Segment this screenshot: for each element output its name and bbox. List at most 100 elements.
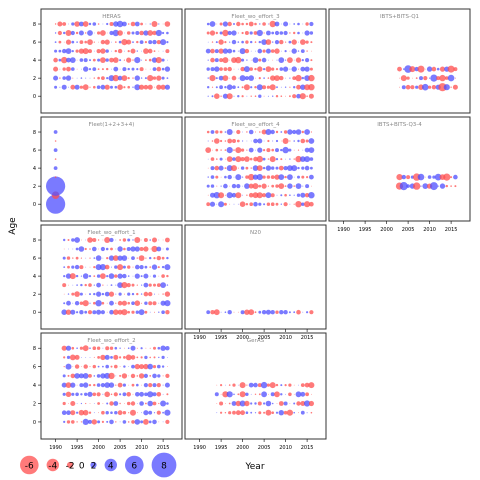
bubble — [300, 49, 305, 53]
bubble — [270, 175, 275, 180]
bubble — [139, 391, 145, 397]
bubble — [110, 393, 113, 396]
bubble — [104, 84, 110, 90]
bubble — [246, 59, 248, 61]
x-tick-label: 2005 — [114, 445, 127, 451]
bubble — [144, 310, 148, 314]
bubble — [293, 140, 296, 142]
bubble — [210, 57, 215, 63]
bubble — [130, 246, 136, 252]
bubble — [140, 347, 143, 350]
bubble — [207, 176, 209, 178]
bubble — [143, 246, 149, 252]
bubble — [158, 311, 160, 313]
bubble — [78, 48, 84, 54]
bubble — [209, 30, 216, 36]
bubble — [100, 354, 106, 361]
bubble — [207, 77, 209, 79]
bubble — [269, 382, 276, 389]
bubble — [216, 185, 218, 187]
bubble — [101, 301, 105, 305]
bubble — [289, 32, 291, 34]
bubble — [54, 176, 57, 178]
bubble — [71, 40, 75, 44]
bubble — [67, 239, 70, 241]
bubble — [158, 402, 160, 405]
bubble — [275, 139, 279, 143]
bubble — [214, 58, 219, 63]
bubble — [289, 68, 291, 70]
bubble — [97, 58, 101, 62]
bubble — [214, 49, 219, 54]
bubble — [231, 401, 237, 406]
bubble — [250, 411, 253, 414]
bubble — [102, 284, 104, 286]
bubble — [128, 412, 130, 414]
bubble — [261, 310, 267, 315]
bubble — [69, 273, 76, 280]
bubble — [160, 282, 167, 288]
bubble — [241, 148, 245, 152]
bubble — [453, 67, 458, 72]
bubble — [123, 293, 125, 295]
bubble — [431, 66, 437, 72]
bubble — [293, 149, 295, 151]
bubble — [66, 57, 71, 63]
bubble — [297, 166, 300, 170]
bubble — [270, 202, 275, 206]
bubble — [289, 77, 291, 79]
legend-label: 4 — [108, 462, 114, 472]
bubble — [216, 412, 218, 414]
bubble — [244, 183, 250, 189]
bubble — [206, 184, 210, 188]
bubble — [62, 76, 66, 80]
bubble — [128, 384, 130, 386]
bubble — [97, 365, 100, 368]
bubble — [229, 59, 231, 61]
bubble — [401, 85, 406, 90]
bubble — [271, 184, 275, 188]
bubble — [226, 156, 233, 163]
bubble — [82, 373, 89, 379]
bubble — [136, 284, 138, 286]
bubble — [249, 202, 253, 206]
bubble — [91, 419, 98, 425]
bubble — [248, 21, 254, 27]
bubble — [280, 148, 283, 152]
bubble — [100, 383, 105, 388]
bubble — [141, 302, 143, 304]
bubble — [215, 148, 219, 152]
bubble — [110, 284, 113, 286]
bubble — [302, 185, 304, 187]
bubble — [205, 147, 212, 154]
bubble — [256, 165, 263, 172]
x-tick-label: 1995 — [215, 335, 228, 341]
bubble — [160, 39, 167, 46]
bubble — [237, 384, 239, 386]
bubble — [130, 21, 136, 27]
bubble — [309, 157, 314, 161]
bubble — [78, 409, 85, 416]
bubble — [298, 41, 299, 43]
legend-bubble — [104, 458, 118, 472]
bubble — [102, 403, 104, 404]
bubble — [141, 59, 143, 61]
bubble — [166, 77, 169, 79]
bubble — [226, 192, 233, 199]
bubble — [308, 93, 314, 99]
bubble — [271, 31, 275, 35]
bubble — [95, 255, 102, 261]
bubble — [256, 192, 263, 199]
bubble — [304, 129, 310, 135]
bubble — [227, 66, 232, 72]
bubble — [148, 283, 152, 287]
bubble — [219, 157, 223, 161]
bubble — [248, 309, 255, 316]
bubble — [143, 282, 149, 288]
bubble — [399, 86, 400, 88]
bubble — [280, 194, 283, 197]
bubble — [92, 238, 97, 242]
y-tick-label: 0 — [33, 420, 36, 426]
bubble — [254, 311, 257, 314]
bubble — [300, 156, 306, 162]
